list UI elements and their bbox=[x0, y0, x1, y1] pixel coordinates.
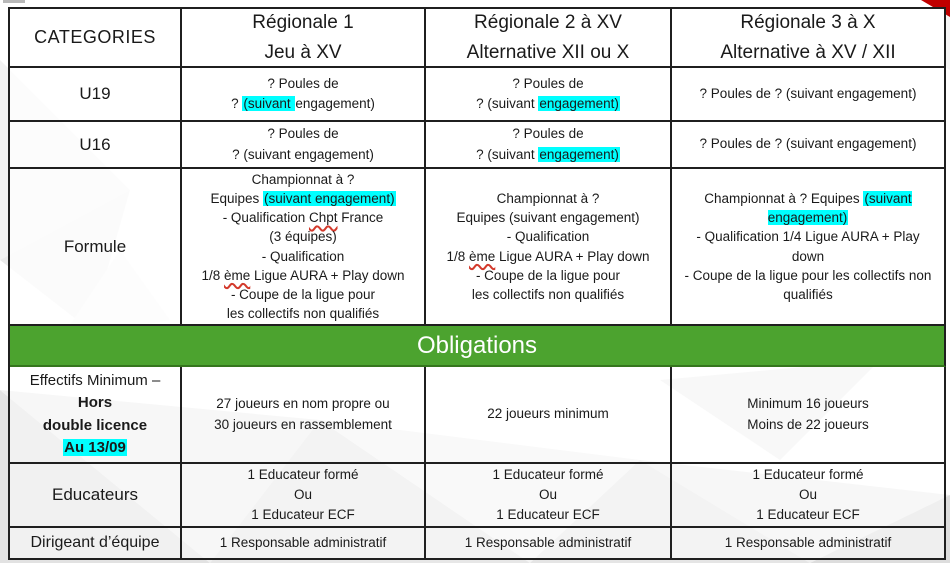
cell-formule-r1: Championnat à ? Equipes (suivant engageme… bbox=[182, 169, 426, 326]
categories-table: CATEGORIES Régionale 1 Jeu à XV Régional… bbox=[8, 7, 946, 560]
header-regionale-3: Régionale 3 à X Alternative à XV / XII bbox=[672, 9, 946, 68]
categories-label: CATEGORIES bbox=[34, 26, 156, 47]
cell-u19-r2: ? Poules de? (suivant engagement) bbox=[426, 68, 672, 122]
header-categories: CATEGORIES bbox=[10, 9, 182, 68]
cell-dirigeant-r2: 1 Responsable administratif bbox=[426, 528, 672, 560]
cell-educateurs-r3: 1 Educateur formé Ou 1 Educateur ECF bbox=[672, 464, 946, 528]
cell-u19-r1: ? Poules de? (suivant engagement) bbox=[182, 68, 426, 122]
cell-dirigeant-r3: 1 Responsable administratif bbox=[672, 528, 946, 560]
cell-u19-r3: ? Poules de ? (suivant engagement) bbox=[672, 68, 946, 122]
clipped-corner-artifact bbox=[3, 0, 25, 3]
obligations-banner: Obligations bbox=[10, 326, 946, 367]
cell-formule-r2: Championnat à ? Equipes (suivant engageme… bbox=[426, 169, 672, 326]
cell-u16-r2: ? Poules de? (suivant engagement) bbox=[426, 122, 672, 169]
row-label-dirigeant: Dirigeant d’équipe bbox=[10, 528, 182, 560]
header-regionale-1: Régionale 1 Jeu à XV bbox=[182, 9, 426, 68]
row-label-u19: U19 bbox=[10, 68, 182, 122]
row-label-effectifs: Effectifs Minimum – Hors double licence Au … bbox=[10, 367, 182, 464]
cell-dirigeant-r1: 1 Responsable administratif bbox=[182, 528, 426, 560]
cell-u16-r3: ? Poules de ? (suivant engagement) bbox=[672, 122, 946, 169]
obligations-banner-label: Obligations bbox=[416, 331, 538, 359]
cell-u16-r1: ? Poules de? (suivant engagement) bbox=[182, 122, 426, 169]
header-regionale-2: Régionale 2 à XV Alternative XII ou X bbox=[426, 9, 672, 68]
cell-educateurs-r1: 1 Educateur formé Ou 1 Educateur ECF bbox=[182, 464, 426, 528]
cell-formule-r3: Championnat à ? Equipes (suivant engagem… bbox=[672, 169, 946, 326]
row-label-formule: Formule bbox=[10, 169, 182, 326]
cell-effectifs-r2: 22 joueurs minimum bbox=[426, 367, 672, 464]
row-label-u16: U16 bbox=[10, 122, 182, 169]
row-label-educateurs: Educateurs bbox=[10, 464, 182, 528]
cell-educateurs-r2: 1 Educateur formé Ou 1 Educateur ECF bbox=[426, 464, 672, 528]
cell-effectifs-r1: 27 joueurs en nom propre ou 30 joueurs en… bbox=[182, 367, 426, 464]
cell-effectifs-r3: Minimum 16 joueurs Moins de 22 joueurs bbox=[672, 367, 946, 464]
